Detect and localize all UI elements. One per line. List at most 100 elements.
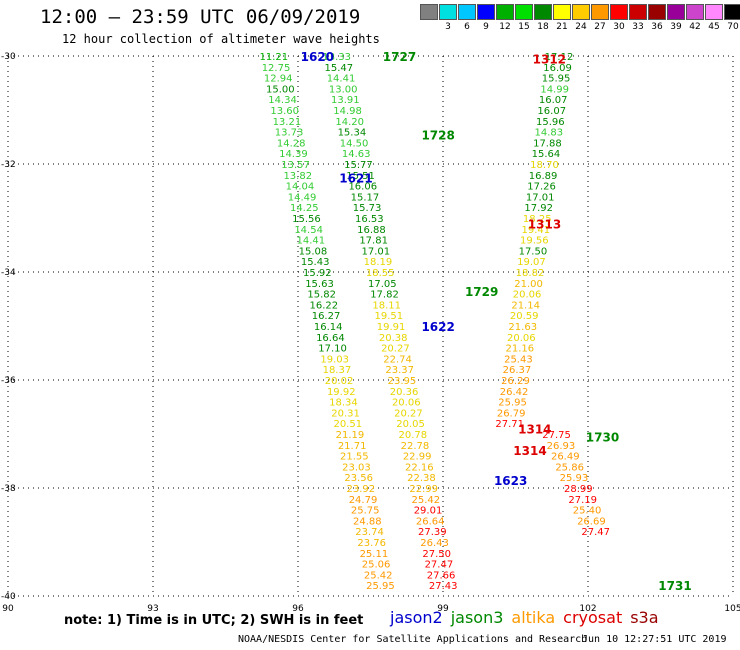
wave-height-value: 18.55 — [366, 268, 395, 279]
wave-height-value: 12.75 — [262, 63, 291, 74]
track-d: 27.7526.9326.4925.8625.9328.9927.1925.40… — [542, 430, 610, 538]
wave-height-value: 17.05 — [368, 279, 397, 290]
wave-height-value: 13.73 — [275, 128, 304, 139]
lon-tick-label: 93 — [147, 604, 158, 614]
legend-label: 15 — [518, 22, 530, 32]
legend-label: 70 — [727, 22, 739, 32]
legend-swatch — [591, 4, 609, 20]
wave-height-value: 25.11 — [360, 549, 389, 560]
legend-swatch — [534, 4, 552, 20]
legend-label: 24 — [575, 22, 587, 32]
wave-height-value: 26.43 — [420, 538, 449, 549]
legend-swatch — [724, 4, 740, 20]
legend-swatch — [553, 4, 571, 20]
legend-swatch — [629, 4, 647, 20]
wave-height-value: 19.07 — [517, 257, 546, 268]
wave-height-value: 28.99 — [564, 484, 593, 495]
satellite-legend: jason2 jason3 altika cryosat s3a — [390, 608, 667, 627]
wave-height-value: 15.51 — [346, 171, 375, 182]
wave-height-value: 21.00 — [514, 279, 543, 290]
wave-height-value: 25.95 — [498, 398, 527, 409]
legend-label: 27 — [594, 22, 606, 32]
wave-height-value: 16.22 — [310, 300, 339, 311]
wave-height-value: 15.56 — [292, 214, 321, 225]
legend-swatch — [496, 4, 514, 20]
wave-height-value: 25.93 — [560, 473, 589, 484]
wave-height-value: 22.38 — [407, 473, 436, 484]
wave-height-value: 14.54 — [294, 225, 323, 236]
legend-label: 18 — [537, 22, 549, 32]
lon-tick-label: 90 — [2, 604, 14, 614]
wave-height-value: 20.06 — [392, 398, 421, 409]
wave-height-value: 25.86 — [555, 462, 584, 473]
wave-height-value: 15.00 — [266, 84, 295, 95]
legend-swatch — [477, 4, 495, 20]
wave-height-value: 25.75 — [351, 506, 380, 517]
pass-time-label: 1728 — [421, 128, 454, 142]
wave-height-value: 18.25 — [523, 214, 552, 225]
wave-height-value: 23.74 — [355, 527, 384, 538]
wave-height-value: 22.74 — [383, 354, 412, 365]
wave-height-value: 19.41 — [521, 225, 550, 236]
wave-height-value: 14.25 — [290, 203, 319, 214]
pass-time-label: 1314 — [518, 423, 551, 437]
wave-height-value: 14.39 — [279, 149, 308, 160]
wave-height-value: 27.43 — [429, 581, 458, 592]
wave-height-value: 23.95 — [388, 376, 417, 387]
wave-height-value: 15.17 — [351, 192, 380, 203]
chart-title: 12:00 – 23:59 UTC 06/09/2019 — [40, 6, 361, 28]
legend-swatch — [515, 4, 533, 20]
pass-time-label: 1623 — [494, 474, 527, 488]
wave-height-value: 29.01 — [414, 506, 443, 517]
legend-label: 9 — [483, 22, 489, 32]
wave-height-value: 20.38 — [379, 333, 408, 344]
wave-height-value: 19.92 — [327, 387, 356, 398]
wave-height-value: 27.75 — [542, 430, 571, 441]
wave-height-value: 14.34 — [268, 95, 297, 106]
wave-height-value: 27.19 — [568, 495, 597, 506]
legend-swatch — [439, 4, 457, 20]
lat-tick-label: -34 — [1, 268, 16, 278]
track-c: 17.1216.0915.9514.9916.0716.0715.9614.83… — [495, 52, 573, 430]
wave-height-value: 14.98 — [333, 106, 362, 117]
wave-height-value: 21.16 — [506, 344, 535, 355]
chart-subtitle: 12 hour collection of altimeter wave hei… — [62, 32, 380, 46]
wave-height-value: 18.70 — [530, 160, 559, 171]
pass-time-label: 1312 — [533, 53, 566, 67]
wave-height-value: 17.01 — [526, 192, 555, 203]
legend-swatch — [420, 4, 438, 20]
legend-label: 45 — [708, 22, 720, 32]
wave-height-value: 15.64 — [532, 149, 561, 160]
lon-tick-label: 99 — [437, 604, 449, 614]
wave-height-value: 17.50 — [519, 246, 548, 257]
wave-height-value: 20.59 — [510, 311, 539, 322]
wave-height-value: 26.79 — [497, 408, 526, 419]
wave-height-value: 26.93 — [547, 441, 576, 452]
wave-height-value: 27.71 — [495, 419, 524, 430]
pass-time-label: 1730 — [586, 431, 619, 445]
wave-height-value: 23.37 — [385, 365, 414, 376]
satellite-legend-altika: altika — [511, 608, 556, 627]
wave-height-value: 25.40 — [573, 506, 602, 517]
wave-height-value: 16.14 — [314, 322, 343, 333]
wave-height-value: 15.82 — [307, 290, 336, 301]
wave-height-value: 25.42 — [364, 570, 393, 581]
wave-height-value: 20.36 — [390, 387, 419, 398]
lat-tick-label: -38 — [1, 484, 16, 494]
footnote: note: 1) Time is in UTC; 2) SWH is in fe… — [64, 613, 364, 628]
legend-swatch — [667, 4, 685, 20]
track-b: 13.3315.4714.4113.0013.9114.9814.2015.34… — [322, 52, 457, 592]
satellite-legend-s3a: s3a — [630, 608, 659, 627]
wave-height-value: 20.27 — [381, 344, 410, 355]
wave-height-value: 15.95 — [542, 74, 571, 85]
wave-height-value: 17.92 — [524, 203, 553, 214]
wave-height-value: 16.07 — [537, 106, 566, 117]
wave-height-value: 26.29 — [501, 376, 530, 387]
wave-height-value: 16.27 — [312, 311, 341, 322]
wave-height-value: 15.77 — [344, 160, 373, 171]
wave-height-value: 17.12 — [545, 52, 574, 63]
wave-height-value: 13.33 — [322, 52, 351, 63]
wave-height-value: 18.82 — [516, 268, 545, 279]
wave-height-value: 15.47 — [325, 63, 354, 74]
wave-height-value: 23.56 — [344, 473, 373, 484]
